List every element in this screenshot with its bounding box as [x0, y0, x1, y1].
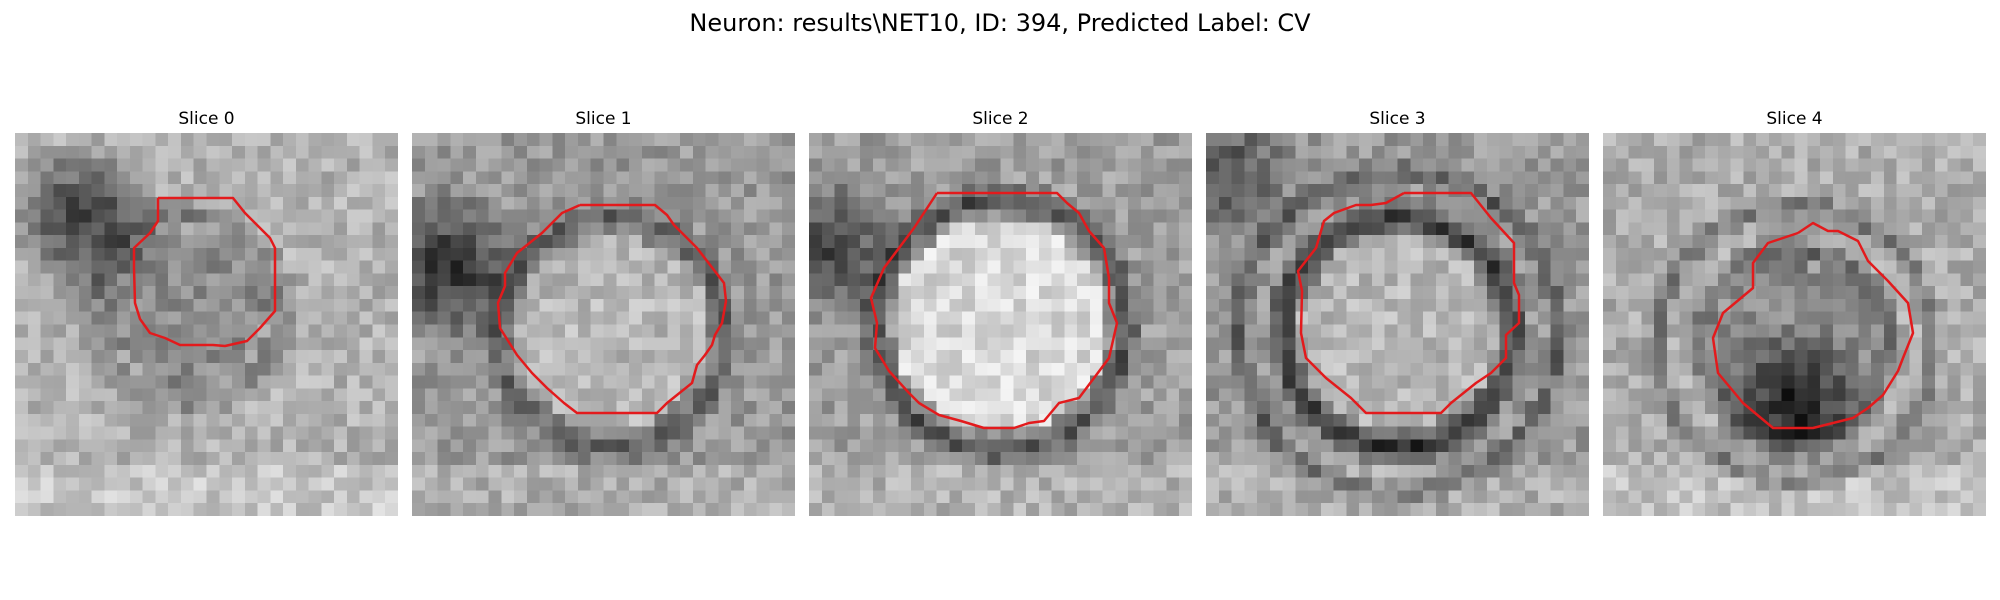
roi-contour-3 — [1296, 191, 1521, 415]
grayscale-tile-1 — [412, 133, 795, 516]
slice-title-0: Slice 0 — [178, 109, 235, 129]
grayscale-tile-2 — [809, 133, 1192, 516]
slice-title-4: Slice 4 — [1766, 109, 1823, 129]
roi-contour-1 — [496, 203, 728, 415]
contour-overlay-2 — [869, 191, 1119, 430]
grayscale-tile-4 — [1603, 133, 1986, 516]
slice-title-2: Slice 2 — [972, 109, 1029, 129]
contour-overlay-1 — [496, 203, 728, 415]
slice-image-1 — [412, 133, 795, 516]
slice-panel-4: Slice 4 — [1603, 108, 1986, 516]
slice-image-4 — [1603, 133, 1986, 516]
slice-panel-1: Slice 1 — [412, 108, 795, 516]
figure-title: Neuron: results\NET10, ID: 394, Predicte… — [689, 9, 1311, 37]
slice-title-3: Slice 3 — [1369, 109, 1426, 129]
roi-contour-2 — [869, 191, 1119, 430]
roi-contour-0 — [132, 196, 277, 348]
slice-title-1: Slice 1 — [575, 109, 632, 129]
contour-overlay-0 — [132, 196, 277, 348]
slice-panel-3: Slice 3 — [1206, 108, 1589, 516]
slice-panel-2: Slice 2 — [809, 108, 1192, 516]
slice-panel-0: Slice 0 — [15, 108, 398, 516]
slice-image-3 — [1206, 133, 1589, 516]
slice-image-2 — [809, 133, 1192, 516]
contour-overlay-3 — [1296, 191, 1521, 415]
slice-image-0 — [15, 133, 398, 516]
contour-overlay-4 — [1711, 221, 1915, 430]
roi-contour-4 — [1711, 221, 1915, 430]
